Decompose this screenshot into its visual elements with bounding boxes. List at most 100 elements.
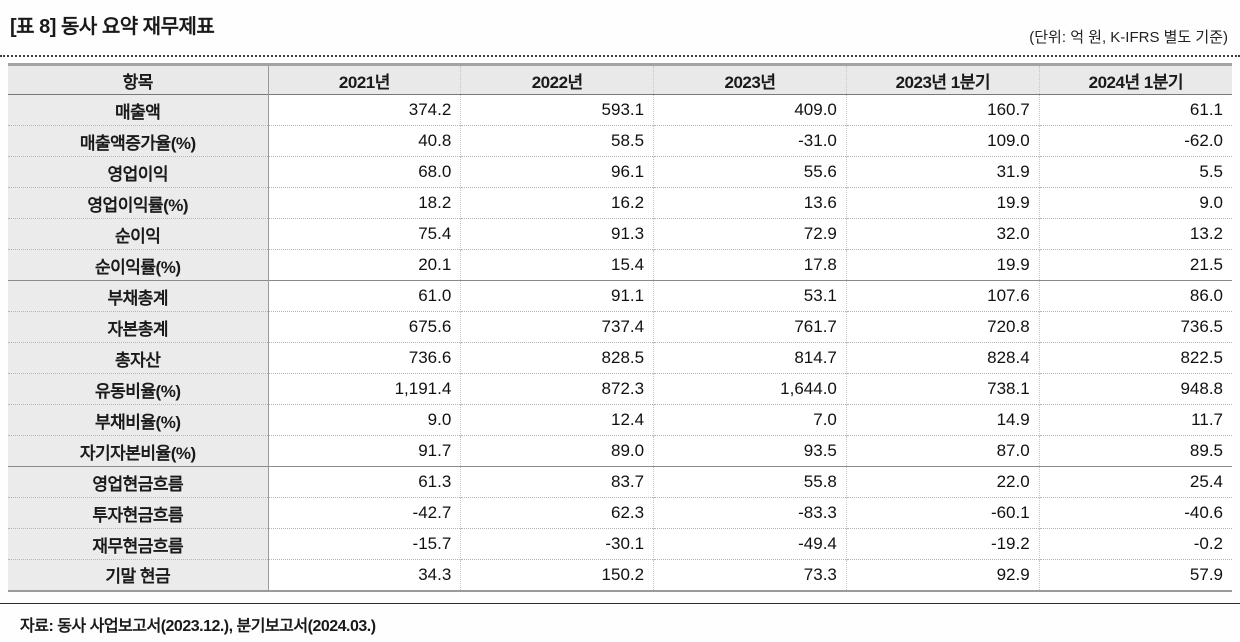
value-cell: -31.0 bbox=[653, 125, 847, 157]
row-label: 부채비율(%) bbox=[8, 404, 269, 436]
value-cell: 92.9 bbox=[846, 559, 1040, 591]
value-cell: 61.3 bbox=[268, 466, 462, 498]
value-cell: 20.1 bbox=[268, 249, 462, 281]
table-row: 영업이익 68.0 96.1 55.6 31.9 5.5 bbox=[8, 156, 1232, 188]
value-cell: 32.0 bbox=[846, 218, 1040, 250]
table-title: [표 8] 동사 요약 재무제표 bbox=[10, 16, 215, 38]
value-cell: 150.2 bbox=[460, 559, 655, 591]
value-cell: 34.3 bbox=[268, 559, 462, 591]
value-cell: 17.8 bbox=[653, 249, 847, 281]
value-cell: 61.1 bbox=[1039, 94, 1232, 126]
row-label: 투자현금흐름 bbox=[8, 497, 269, 529]
value-cell: 15.4 bbox=[460, 249, 655, 281]
value-cell: 19.9 bbox=[846, 249, 1040, 281]
value-cell: 814.7 bbox=[653, 342, 847, 374]
value-cell: 736.6 bbox=[268, 342, 462, 374]
row-label: 순이익률(%) bbox=[8, 249, 269, 281]
value-cell: 40.8 bbox=[268, 125, 462, 157]
value-cell: 55.6 bbox=[653, 156, 847, 188]
row-label: 자본총계 bbox=[8, 311, 269, 343]
value-cell: 1,644.0 bbox=[653, 373, 847, 405]
value-cell: -15.7 bbox=[268, 528, 462, 560]
column-header-2023-q1: 2023년 1분기 bbox=[846, 64, 1040, 95]
value-cell: 761.7 bbox=[653, 311, 847, 343]
row-label: 부채총계 bbox=[8, 280, 269, 312]
source-note: 자료: 동사 사업보고서(2023.12.), 분기보고서(2024.03.) bbox=[20, 617, 376, 635]
value-cell: 31.9 bbox=[846, 156, 1040, 188]
value-cell: 14.9 bbox=[846, 404, 1040, 436]
value-cell: 828.4 bbox=[846, 342, 1040, 374]
column-header-item: 항목 bbox=[8, 64, 269, 95]
value-cell: 55.8 bbox=[653, 466, 847, 498]
table-row: 순이익률(%) 20.1 15.4 17.8 19.9 21.5 bbox=[8, 249, 1232, 281]
row-label: 순이익 bbox=[8, 218, 269, 250]
value-cell: 160.7 bbox=[846, 94, 1040, 126]
table-row: 매출액증가율(%) 40.8 58.5 -31.0 109.0 -62.0 bbox=[8, 125, 1232, 157]
value-cell: -30.1 bbox=[460, 528, 655, 560]
document-footer: 자료: 동사 사업보고서(2023.12.), 분기보고서(2024.03.) bbox=[0, 602, 1240, 636]
column-header-2023: 2023년 bbox=[653, 64, 847, 95]
value-cell: 18.2 bbox=[268, 187, 462, 219]
value-cell: 109.0 bbox=[846, 125, 1040, 157]
table-row: 자본총계 675.6 737.4 761.7 720.8 736.5 bbox=[8, 311, 1232, 343]
table-row: 매출액 374.2 593.1 409.0 160.7 61.1 bbox=[8, 94, 1232, 126]
table-row: 영업현금흐름 61.3 83.7 55.8 22.0 25.4 bbox=[8, 466, 1232, 498]
value-cell: -19.2 bbox=[846, 528, 1040, 560]
value-cell: 93.5 bbox=[653, 435, 847, 467]
value-cell: 21.5 bbox=[1039, 249, 1232, 281]
value-cell: -83.3 bbox=[653, 497, 847, 529]
value-cell: 16.2 bbox=[460, 187, 655, 219]
value-cell: 25.4 bbox=[1039, 466, 1232, 498]
value-cell: 53.1 bbox=[653, 280, 847, 312]
value-cell: 409.0 bbox=[653, 94, 847, 126]
value-cell: 5.5 bbox=[1039, 156, 1232, 188]
value-cell: 57.9 bbox=[1039, 559, 1232, 591]
value-cell: -42.7 bbox=[268, 497, 462, 529]
value-cell: 822.5 bbox=[1039, 342, 1232, 374]
table-row: 순이익 75.4 91.3 72.9 32.0 13.2 bbox=[8, 218, 1232, 250]
value-cell: 872.3 bbox=[460, 373, 655, 405]
row-label: 매출액증가율(%) bbox=[8, 125, 269, 157]
value-cell: 61.0 bbox=[268, 280, 462, 312]
value-cell: 737.4 bbox=[460, 311, 655, 343]
value-cell: 72.9 bbox=[653, 218, 847, 250]
title-divider bbox=[0, 55, 1240, 57]
value-cell: 96.1 bbox=[460, 156, 655, 188]
column-header-2022: 2022년 bbox=[460, 64, 655, 95]
table-row: 총자산 736.6 828.5 814.7 828.4 822.5 bbox=[8, 342, 1232, 374]
value-cell: 107.6 bbox=[846, 280, 1040, 312]
value-cell: 86.0 bbox=[1039, 280, 1232, 312]
table-body: 매출액 374.2 593.1 409.0 160.7 61.1 매출액증가율(%) 40.8… bbox=[8, 94, 1232, 591]
unit-note: (단위: 억 원, K-IFRS 별도 기준) bbox=[1029, 29, 1228, 46]
column-header-2021: 2021년 bbox=[268, 64, 462, 95]
table-row: 자기자본비율(%) 91.7 89.0 93.5 87.0 89.5 bbox=[8, 435, 1232, 467]
value-cell: 89.5 bbox=[1039, 435, 1232, 467]
value-cell: 9.0 bbox=[1039, 187, 1232, 219]
table-row: 유동비율(%) 1,191.4 872.3 1,644.0 738.1 948.8 bbox=[8, 373, 1232, 405]
value-cell: 91.7 bbox=[268, 435, 462, 467]
column-header-2024-q1: 2024년 1분기 bbox=[1088, 72, 1184, 92]
value-cell: 87.0 bbox=[846, 435, 1040, 467]
table-row: 투자현금흐름 -42.7 62.3 -83.3 -60.1 -40.6 bbox=[8, 497, 1232, 529]
value-cell: -60.1 bbox=[846, 497, 1040, 529]
value-cell: 22.0 bbox=[846, 466, 1040, 498]
value-cell: 828.5 bbox=[460, 342, 655, 374]
financial-summary-table: 항목 2021년 2022년 2023년 2023년 1분기 2024년 1분기… bbox=[8, 63, 1232, 592]
row-label: 영업이익 bbox=[8, 156, 269, 188]
value-cell: 738.1 bbox=[846, 373, 1040, 405]
value-cell: -62.0 bbox=[1039, 125, 1232, 157]
value-cell: 593.1 bbox=[460, 94, 655, 126]
value-cell: 62.3 bbox=[460, 497, 655, 529]
value-cell: -49.4 bbox=[653, 528, 847, 560]
value-cell: 75.4 bbox=[268, 218, 462, 250]
table-row: 영업이익률(%) 18.2 16.2 13.6 19.9 9.0 bbox=[8, 187, 1232, 219]
table-row: 부채총계 61.0 91.1 53.1 107.6 86.0 bbox=[8, 280, 1232, 312]
row-label: 자기자본비율(%) bbox=[8, 435, 269, 467]
value-cell: 83.7 bbox=[460, 466, 655, 498]
row-label: 영업이익률(%) bbox=[8, 187, 269, 219]
value-cell: -0.2 bbox=[1039, 528, 1232, 560]
value-cell: -40.6 bbox=[1039, 497, 1232, 529]
value-cell: 73.3 bbox=[653, 559, 847, 591]
value-cell: 9.0 bbox=[268, 404, 462, 436]
